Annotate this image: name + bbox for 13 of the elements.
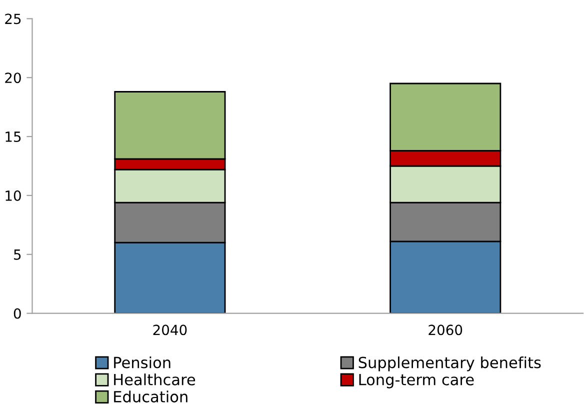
- y-tick-label: 25: [5, 14, 21, 24]
- legend-label: Supplementary benefits: [358, 356, 541, 372]
- legend-label: Long-term care: [359, 374, 474, 388]
- y-tick-label: 20: [5, 72, 21, 84]
- y-tick-label: 5: [14, 250, 21, 260]
- y-tick-label: 0: [14, 308, 21, 319]
- legend-label: Healthcare: [114, 374, 196, 386]
- legend-label: Pension: [114, 356, 170, 368]
- legend-label: Education: [114, 390, 188, 402]
- x-tick-label: 2060: [428, 324, 462, 336]
- y-tick-label: 10: [6, 190, 21, 201]
- x-tick-label: 2040: [153, 324, 187, 336]
- y-tick-label: 15: [6, 132, 21, 142]
